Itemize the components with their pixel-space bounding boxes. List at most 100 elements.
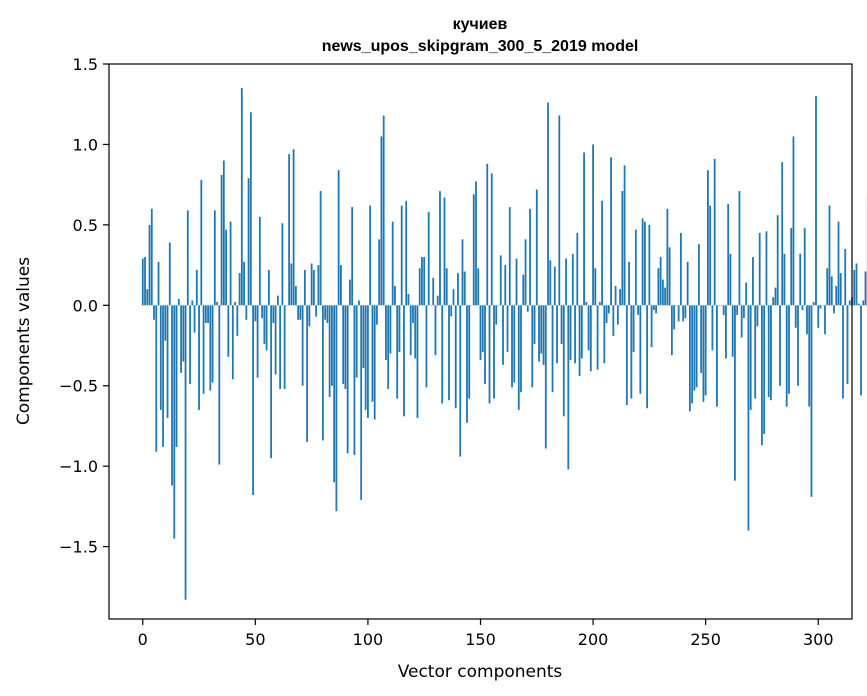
bar-212 [619,289,621,306]
bar-285 [783,253,786,306]
bar-127 [427,212,430,306]
bar-168 [520,305,522,393]
x-tick-label-4: 200 [578,630,609,649]
bar-271 [752,257,754,306]
bar-223 [643,221,646,306]
bar-275 [761,305,763,446]
bar-231 [661,279,664,306]
bar-102 [371,305,374,402]
bar-23 [193,305,196,333]
bar-72 [303,269,306,306]
bar-134 [443,197,446,306]
bar-245 [693,305,696,391]
bar-261 [729,253,732,306]
bar-304 [826,268,829,306]
bar-29 [207,305,209,323]
bar-270 [749,305,752,410]
bar-40 [231,305,234,380]
bar-198 [587,305,590,351]
bar-274 [758,232,761,306]
bar-234 [668,247,671,306]
bar-31 [211,305,214,383]
bar-230 [659,257,662,306]
bar-227 [652,305,655,311]
bar-213 [621,191,624,306]
bar-181 [549,260,552,306]
bar-19 [184,305,187,600]
bar-130 [434,305,437,356]
bar-82 [326,305,329,323]
bar-112 [394,286,396,306]
bar-183 [553,266,556,306]
bar-286 [785,305,788,407]
bar-244 [691,305,694,404]
bar-311 [842,305,844,399]
bar-224 [646,305,649,409]
bar-80 [321,305,324,441]
bar-316 [853,269,856,306]
x-tick-label-5: 250 [690,630,721,649]
bar-262 [731,305,734,357]
y-tick-label-6: 1.5 [73,55,98,74]
bar-110 [389,305,392,354]
bar-28 [204,305,207,323]
bar-18 [182,305,185,362]
bar-171 [526,305,529,312]
bar-0 [141,258,144,306]
bar-222 [641,218,644,306]
bar-263 [734,305,736,481]
bar-143 [463,271,466,306]
bar-190 [569,305,572,360]
bar-178 [542,305,545,365]
bar-17 [180,305,182,373]
x-tick-label-3: 150 [465,630,496,649]
bar-58 [272,305,275,323]
bar-267 [743,305,745,319]
bar-138 [452,289,455,306]
bar-167 [517,305,520,410]
bar-265 [738,191,741,306]
bar-202 [596,305,599,370]
bar-136 [448,305,450,401]
bar-317 [855,263,858,306]
bar-174 [533,305,536,344]
bar-13 [171,305,173,486]
bar-35 [220,175,223,306]
bar-246 [695,305,698,388]
bar-296 [808,305,811,407]
bar-264 [736,305,739,315]
bar-199 [589,305,592,372]
bar-105 [378,239,381,306]
bar-43 [238,273,241,306]
bar-217 [630,305,633,399]
bar-103 [373,305,376,420]
bar-218 [632,305,635,352]
bar-164 [511,305,513,388]
bar-157 [495,305,498,325]
y-tick-label-5: 1.0 [73,135,98,154]
bar-145 [468,305,471,399]
bar-291 [797,305,799,386]
bar-109 [387,305,390,389]
bar-289 [792,136,795,306]
bar-144 [466,305,468,423]
bar-125 [423,257,426,306]
bar-5 [153,305,155,320]
bar-99 [364,305,367,410]
bar-236 [673,305,676,330]
bar-305 [828,205,831,306]
bar-79 [319,191,322,306]
bar-97 [360,305,363,500]
bar-61 [279,305,282,389]
x-axis-label: Vector components [398,662,563,682]
x-tick-label-6: 300 [803,630,834,649]
bar-10 [164,305,167,341]
bar-272 [754,305,757,399]
bar-106 [380,136,383,306]
bar-309 [837,221,840,306]
bar-30 [209,305,212,391]
bar-37 [225,229,227,306]
bar-214 [623,165,626,306]
bar-151 [481,305,484,352]
